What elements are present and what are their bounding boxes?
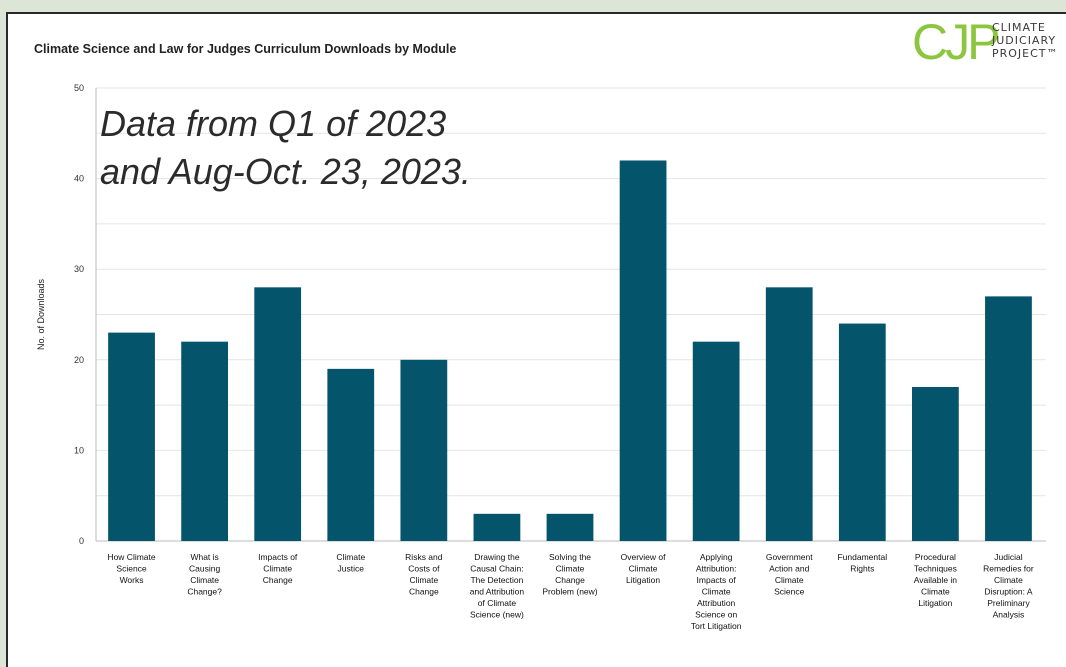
x-tick-label-line: Justice bbox=[338, 564, 365, 574]
y-tick-label: 0 bbox=[79, 536, 84, 546]
x-tick-label-line: Remedies for bbox=[983, 564, 1034, 574]
x-tick-label-line: Available in bbox=[914, 575, 958, 585]
x-tick-label-line: Science bbox=[116, 564, 147, 574]
logo-line-1: CLIMATE bbox=[992, 21, 1046, 34]
x-tick-label-line: Analysis bbox=[993, 610, 1025, 620]
y-tick-label: 50 bbox=[74, 83, 84, 93]
bar bbox=[765, 287, 813, 541]
x-tick-label-line: What is bbox=[190, 552, 218, 562]
logo-line-2: JUDICIARY bbox=[992, 34, 1057, 47]
y-tick-label: 30 bbox=[74, 264, 84, 274]
x-tick-label-line: Causal Chain: bbox=[470, 564, 523, 574]
x-tick-label-line: Attribution bbox=[697, 598, 736, 608]
x-tick-label: Government Action and Climate Science bbox=[766, 552, 813, 597]
x-tick-label-line: Works bbox=[120, 575, 144, 585]
annotation-line-2: and Aug-Oct. 23, 2023. bbox=[100, 151, 471, 192]
x-tick-label: How Climate Science Works bbox=[107, 552, 155, 585]
bar bbox=[254, 287, 302, 541]
y-tick-label: 40 bbox=[74, 174, 84, 184]
x-tick-label: What is Causing Climate Change? bbox=[187, 552, 222, 597]
x-tick-label-line: Costs of bbox=[408, 564, 440, 574]
logo-wordmark: CLIMATE JUDICIARY PROJECT™ bbox=[992, 21, 1066, 60]
bar bbox=[912, 386, 959, 541]
x-tick-label-line: of Climate bbox=[478, 598, 517, 608]
x-tick-label-line: Judicial bbox=[994, 552, 1022, 562]
y-tick-label: 10 bbox=[74, 445, 84, 455]
x-tick-label-line: Procedural bbox=[915, 552, 956, 562]
logo-line-3: PROJECT™ bbox=[992, 47, 1059, 60]
x-tick-label: Procedural Techniques Available in Climate L… bbox=[914, 552, 958, 608]
x-tick-label-line: Climate bbox=[556, 564, 585, 574]
logo-mark: CJP bbox=[912, 16, 1000, 70]
x-tick-label-line: Climate bbox=[263, 564, 292, 574]
x-tick-label-line: Litigation bbox=[918, 598, 952, 608]
x-tick-label-line: Rights bbox=[850, 564, 874, 574]
x-tick-label-line: Solving the bbox=[549, 552, 591, 562]
x-tick-label-line: Problem (new) bbox=[542, 587, 597, 597]
x-tick-label-line: Climate bbox=[190, 575, 219, 585]
x-tick-label-line: Action and bbox=[769, 564, 809, 574]
x-tick-label: Solving the Climate Change Problem (new) bbox=[542, 552, 597, 597]
bar bbox=[546, 513, 594, 541]
x-tick-label: Judicial Remedies for Climate Disruption: A… bbox=[983, 552, 1034, 620]
x-tick-label-line: Drawing the bbox=[474, 552, 520, 562]
bar bbox=[619, 160, 667, 542]
date-range-annotation: Data from Q1 of 2023 and Aug-Oct. 23, 20… bbox=[100, 100, 570, 196]
bar bbox=[692, 341, 740, 541]
x-tick-label: Fundamental Rights bbox=[837, 552, 887, 574]
x-tick-label-line: Change bbox=[555, 575, 585, 585]
x-tick-label-line: Climate bbox=[775, 575, 804, 585]
x-tick-label-line: Climate bbox=[629, 564, 658, 574]
x-tick-label-line: Climate bbox=[702, 587, 731, 597]
bar bbox=[838, 323, 886, 541]
bar bbox=[327, 368, 375, 541]
x-tick-label-line: Change bbox=[409, 587, 439, 597]
y-axis-label: No. of Downloads bbox=[36, 278, 46, 350]
x-tick-label-line: Risks and bbox=[405, 552, 443, 562]
chart-frame bbox=[6, 12, 1066, 667]
x-tick-label-line: Science on bbox=[695, 610, 737, 620]
x-tick-label-line: Preliminary bbox=[987, 598, 1030, 608]
x-tick-label-line: Techniques bbox=[914, 564, 957, 574]
bar bbox=[985, 296, 1032, 541]
chart-title: Climate Science and Law for Judges Curri… bbox=[34, 42, 457, 56]
bar bbox=[108, 332, 155, 541]
x-tick-label: Risks and Costs of Climate Change bbox=[405, 552, 443, 597]
y-tick-label: 20 bbox=[74, 355, 84, 365]
x-tick-label-line: Climate bbox=[921, 587, 950, 597]
x-tick-label-line: Overview of bbox=[621, 552, 667, 562]
annotation-line-1: Data from Q1 of 2023 bbox=[100, 103, 447, 144]
x-tick-label: Overview of Climate Litigation bbox=[621, 552, 667, 585]
bar bbox=[473, 513, 521, 541]
x-tick-label-line: and Attribution bbox=[470, 587, 525, 597]
x-tick-label-line: Climate bbox=[994, 575, 1023, 585]
x-tick-label-line: Impacts of bbox=[697, 575, 737, 585]
x-tick-label-line: Tort Litigation bbox=[691, 621, 742, 631]
bar bbox=[181, 341, 228, 541]
x-tick-label-line: Litigation bbox=[626, 575, 660, 585]
x-tick-label-line: Impacts of bbox=[258, 552, 298, 562]
x-tick-label-line: Attribution: bbox=[696, 564, 737, 574]
x-tick-label-line: Change bbox=[263, 575, 293, 585]
x-tick-label: Drawing the Causal Chain: The Detection and… bbox=[470, 552, 525, 620]
x-tick-label: Climate Justice bbox=[336, 552, 365, 574]
x-tick-label-line: Change? bbox=[187, 587, 222, 597]
x-tick-label-line: Causing bbox=[189, 564, 220, 574]
x-tick-label: Applying Attribution: Impacts of Climate Att… bbox=[691, 552, 742, 631]
x-tick-label-line: Climate bbox=[409, 575, 438, 585]
x-tick-label-line: Applying bbox=[700, 552, 733, 562]
x-tick-label-line: Science bbox=[774, 587, 805, 597]
cjp-logo: CJP CLIMATE JUDICIARY PROJECT™ bbox=[912, 16, 1066, 76]
x-tick-label-line: The Detection bbox=[470, 575, 523, 585]
x-tick-label-line: How Climate bbox=[107, 552, 155, 562]
x-tick-label-line: Fundamental bbox=[837, 552, 887, 562]
x-tick-label: Impacts of Climate Change bbox=[258, 552, 298, 585]
x-tick-label-line: Science (new) bbox=[470, 610, 524, 620]
x-tick-label-line: Disruption: A bbox=[984, 587, 1033, 597]
bar bbox=[400, 359, 448, 541]
x-tick-label-line: Government bbox=[766, 552, 813, 562]
x-tick-label-line: Climate bbox=[336, 552, 365, 562]
